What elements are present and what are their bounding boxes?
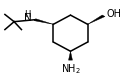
Text: OH: OH: [107, 9, 122, 19]
Text: NH$_2$: NH$_2$: [60, 62, 80, 76]
Polygon shape: [68, 51, 72, 60]
Polygon shape: [88, 15, 105, 24]
Text: H: H: [24, 10, 31, 19]
Polygon shape: [34, 19, 53, 24]
Text: N: N: [24, 13, 32, 23]
